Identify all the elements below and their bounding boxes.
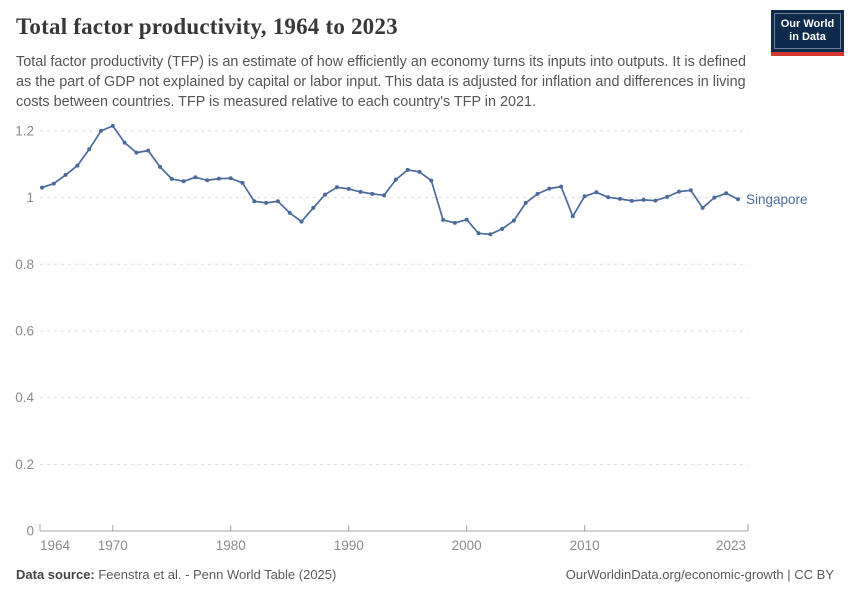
data-point — [40, 185, 44, 190]
data-point — [393, 177, 398, 182]
x-tick-label: 2010 — [570, 538, 600, 553]
series-line — [41, 125, 739, 236]
data-point — [122, 140, 127, 145]
x-tick-label: 2000 — [452, 538, 482, 553]
data-point — [240, 180, 245, 185]
data-source-text: Feenstra et al. - Penn World Table (2025… — [94, 567, 337, 582]
data-point — [700, 205, 705, 210]
data-point — [476, 231, 481, 236]
data-point — [417, 169, 422, 174]
page-title: Total factor productivity, 1964 to 2023 — [16, 14, 398, 39]
data-point — [594, 190, 599, 195]
owid-logo-box: Our World in Data — [771, 10, 844, 52]
data-point — [736, 197, 740, 202]
data-point — [181, 179, 186, 184]
data-point — [346, 186, 351, 191]
subtitle-line: defined as the part of GDP not explained… — [16, 54, 747, 90]
data-point — [63, 172, 68, 177]
data-point — [629, 198, 634, 203]
subtitle-line: differences in living costs between coun… — [16, 74, 746, 110]
subtitle-line: Total factor productivity (TFP) is an es… — [16, 54, 695, 70]
data-point — [405, 167, 410, 172]
owid-logo-line1: Our World — [780, 18, 835, 30]
data-point — [559, 184, 564, 189]
y-tick-label: 0 — [26, 524, 34, 539]
series-end-label[interactable]: Singapore — [746, 192, 808, 207]
data-point — [488, 232, 493, 237]
x-tick-label: 1990 — [334, 538, 364, 553]
data-point — [205, 178, 210, 183]
owid-credit-link[interactable]: OurWorldinData.org/economic-growth | CC … — [565, 567, 834, 582]
data-point — [134, 150, 139, 155]
data-point — [677, 189, 681, 194]
data-point — [299, 219, 304, 224]
data-point — [264, 200, 269, 205]
data-point — [382, 193, 387, 198]
data-point — [653, 198, 658, 203]
y-tick-label: 0.6 — [15, 323, 34, 338]
data-point — [452, 220, 457, 225]
data-point — [464, 217, 469, 222]
data-point — [252, 199, 257, 204]
data-point — [688, 188, 693, 193]
data-point — [535, 191, 540, 196]
x-tick-label: 1970 — [98, 538, 128, 553]
data-point — [429, 178, 434, 183]
data-point — [547, 186, 552, 191]
data-point — [665, 194, 670, 199]
data-point — [169, 176, 174, 181]
y-axis-labels: 0 0.2 0.4 0.6 0.8 1 1.2 — [15, 123, 34, 538]
owid-logo[interactable]: Our World in Data — [771, 10, 844, 56]
data-point — [441, 217, 446, 222]
data-point — [110, 123, 115, 128]
data-point — [99, 128, 103, 133]
chart-subtitle: Total factor productivity (TFP) is an es… — [16, 52, 756, 112]
data-source-label: Data source: — [16, 567, 95, 582]
data-point — [287, 210, 292, 215]
data-point — [275, 199, 280, 204]
x-tick-label: 1980 — [216, 538, 246, 553]
owid-logo-red-bar — [771, 52, 844, 56]
y-tick-label: 0.4 — [15, 390, 34, 405]
data-point — [641, 197, 646, 202]
data-point — [724, 191, 729, 196]
data-point — [618, 196, 622, 201]
data-point — [334, 185, 339, 190]
data-point — [228, 176, 233, 181]
data-point — [358, 189, 363, 194]
data-point — [500, 226, 505, 231]
data-point — [75, 163, 80, 168]
data-point — [370, 191, 375, 196]
data-point — [582, 194, 587, 199]
series-points — [40, 123, 740, 237]
data-point — [51, 181, 56, 186]
y-tick-label: 0.2 — [15, 457, 34, 472]
data-point — [511, 218, 516, 223]
y-tick-label: 0.8 — [15, 257, 34, 272]
y-tick-label: 1.2 — [15, 123, 34, 138]
x-tick-label: 2023 — [716, 538, 746, 553]
x-axis-labels: 1964 1970 1980 1990 2000 2010 2023 — [39, 524, 749, 553]
owid-logo-frame: Our World in Data — [774, 13, 841, 49]
owid-logo-line2: in Data — [789, 31, 826, 43]
data-point — [712, 195, 717, 200]
data-point — [216, 176, 221, 181]
data-point — [323, 192, 328, 197]
data-point — [158, 164, 162, 169]
data-point — [523, 200, 528, 205]
data-source-note: Data source: Feenstra et al. - Penn Worl… — [16, 567, 336, 582]
data-point — [606, 195, 611, 200]
data-point — [87, 147, 92, 152]
data-point — [570, 214, 575, 219]
y-gridlines — [40, 130, 748, 532]
data-point — [193, 175, 198, 180]
data-point — [311, 205, 316, 210]
data-point — [146, 148, 151, 153]
x-tick-label: 1964 — [40, 538, 71, 553]
y-tick-label: 1 — [26, 190, 34, 205]
